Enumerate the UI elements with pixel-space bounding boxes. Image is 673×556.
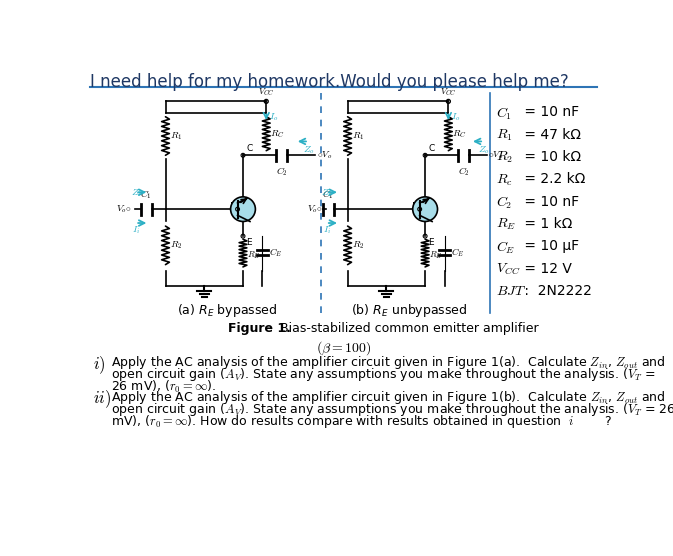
Text: $V_{CC}$: $V_{CC}$ bbox=[440, 86, 457, 97]
Text: = 1 kΩ: = 1 kΩ bbox=[520, 217, 572, 231]
Text: $R_c$: $R_c$ bbox=[497, 172, 513, 187]
Text: open circuit gain ($A_V$). State any assumptions you make throughout the analysi: open circuit gain ($A_V$). State any ass… bbox=[111, 401, 673, 418]
Text: Apply the AC analysis of the amplifier circuit given in Figure 1(a).  Calculate : Apply the AC analysis of the amplifier c… bbox=[111, 354, 666, 371]
Text: I need help for my homework.Would you please help me?: I need help for my homework.Would you pl… bbox=[90, 73, 569, 91]
Text: $R_C$: $R_C$ bbox=[270, 128, 285, 140]
Text: $C_1$: $C_1$ bbox=[322, 188, 334, 201]
Text: $I_o$: $I_o$ bbox=[269, 111, 278, 123]
Text: C: C bbox=[246, 144, 252, 153]
Text: $V_o\!\circ$: $V_o\!\circ$ bbox=[116, 203, 132, 215]
Text: $\circ V_o$: $\circ V_o$ bbox=[488, 150, 503, 161]
Text: $i)$: $i)$ bbox=[94, 354, 106, 376]
Text: $R_C$: $R_C$ bbox=[452, 128, 467, 140]
Text: $C_2$: $C_2$ bbox=[276, 165, 287, 178]
Text: $R_1$: $R_1$ bbox=[170, 130, 182, 142]
Text: $C_E$: $C_E$ bbox=[452, 246, 465, 259]
Text: $I_i$: $I_i$ bbox=[132, 224, 141, 236]
Text: = 10 nF: = 10 nF bbox=[520, 105, 579, 119]
Text: $R_2$: $R_2$ bbox=[497, 150, 513, 165]
Text: $R_2$: $R_2$ bbox=[352, 240, 365, 251]
Text: $C_1$: $C_1$ bbox=[497, 105, 512, 122]
Text: :  2N2222: : 2N2222 bbox=[520, 284, 592, 298]
Text: Bias-stabilized common emitter amplifier: Bias-stabilized common emitter amplifier bbox=[275, 322, 538, 335]
Text: $Z_i$: $Z_i$ bbox=[321, 187, 332, 199]
Text: = 12 V: = 12 V bbox=[520, 261, 571, 276]
Text: $\circ V_o$: $\circ V_o$ bbox=[316, 150, 332, 161]
Text: $Z_o$: $Z_o$ bbox=[303, 144, 314, 156]
Text: $V_{CC}$: $V_{CC}$ bbox=[258, 86, 275, 97]
Text: $V_{CC}$: $V_{CC}$ bbox=[497, 261, 521, 277]
Text: $\mathit{BJT}$: $\mathit{BJT}$ bbox=[497, 284, 526, 298]
Text: $I_o$: $I_o$ bbox=[451, 111, 460, 123]
Text: open circuit gain ($A_V$). State any assumptions you make throughout the analysi: open circuit gain ($A_V$). State any ass… bbox=[111, 366, 656, 383]
Text: $R_2$: $R_2$ bbox=[170, 240, 182, 251]
Text: E: E bbox=[246, 239, 252, 247]
Text: Figure 1.: Figure 1. bbox=[227, 322, 290, 335]
Text: E: E bbox=[428, 239, 434, 247]
Text: $R_E$: $R_E$ bbox=[497, 217, 516, 232]
Text: $R_E$: $R_E$ bbox=[429, 250, 443, 261]
Text: = 47 kΩ: = 47 kΩ bbox=[520, 127, 581, 142]
Text: = 10 μF: = 10 μF bbox=[520, 239, 579, 253]
Text: 26 mV), ($r_0 = \infty$).: 26 mV), ($r_0 = \infty$). bbox=[111, 379, 217, 395]
Circle shape bbox=[231, 197, 255, 221]
Text: = 2.2 kΩ: = 2.2 kΩ bbox=[520, 172, 585, 186]
Text: $I_i$: $I_i$ bbox=[323, 224, 331, 236]
Text: B: B bbox=[229, 202, 237, 212]
Text: = 10 nF: = 10 nF bbox=[520, 195, 579, 208]
Text: = 10 kΩ: = 10 kΩ bbox=[520, 150, 581, 164]
Text: $C_E$: $C_E$ bbox=[497, 239, 516, 256]
Text: $R_1$: $R_1$ bbox=[497, 127, 513, 143]
Text: (b) $R_E$ unbypassed: (b) $R_E$ unbypassed bbox=[351, 301, 468, 319]
Text: $C_2$: $C_2$ bbox=[497, 195, 513, 211]
Text: B: B bbox=[412, 202, 419, 212]
Text: $(\beta = 100)$: $(\beta = 100)$ bbox=[316, 339, 371, 357]
Text: $ii)$: $ii)$ bbox=[94, 389, 112, 410]
Text: $Z_o$: $Z_o$ bbox=[478, 144, 490, 156]
Circle shape bbox=[413, 197, 437, 221]
Text: $C_1$: $C_1$ bbox=[140, 188, 152, 201]
Text: $Z_i$: $Z_i$ bbox=[131, 187, 141, 199]
Text: Apply the AC analysis of the amplifier circuit given in Figure 1(b).  Calculate : Apply the AC analysis of the amplifier c… bbox=[111, 389, 666, 405]
Text: C: C bbox=[428, 144, 435, 153]
Text: $R_1$: $R_1$ bbox=[352, 130, 365, 142]
Text: $C_E$: $C_E$ bbox=[269, 246, 283, 259]
Text: (a) $R_E$ bypassed: (a) $R_E$ bypassed bbox=[177, 301, 278, 319]
Text: mV), ($r_0 = \infty$). How do results compare with results obtained in question : mV), ($r_0 = \infty$). How do results co… bbox=[111, 413, 613, 430]
Text: $R_E$: $R_E$ bbox=[247, 250, 260, 261]
Text: $C_2$: $C_2$ bbox=[458, 165, 470, 178]
Text: $V_o\!\circ$: $V_o\!\circ$ bbox=[307, 203, 323, 215]
